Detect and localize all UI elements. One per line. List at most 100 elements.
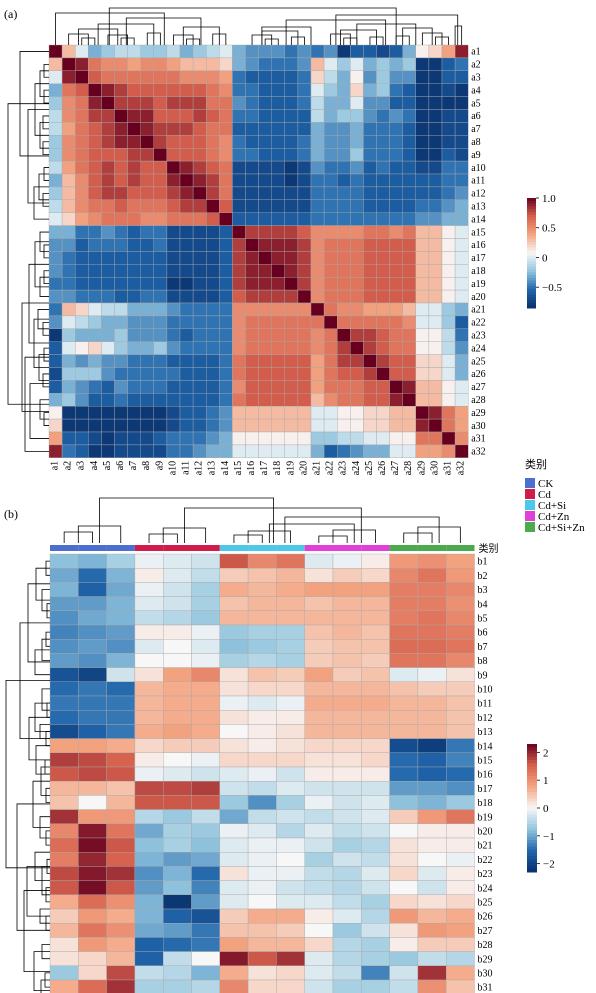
heatmap-a-row-label: a11 [471,176,485,187]
heatmap-a-cell [166,367,181,381]
heatmap-a-cell [271,302,286,317]
heatmap-b-cell [361,951,390,966]
heatmap-a-row-label: a30 [471,421,485,432]
heatmap-a-cell [140,418,154,433]
heatmap-a-cell [350,225,364,239]
heatmap-a-cell [61,173,76,188]
panel-b-label: (b) [4,507,18,521]
heatmap-a-cell [114,406,128,420]
heatmap-b-cell [361,823,390,839]
heatmap-a-cell [245,418,259,433]
heatmap-a-cell [140,173,154,188]
heatmap-b-cell [417,809,447,824]
heatmap-a-cell [74,83,89,97]
heatmap-a-cell [337,199,351,213]
heatmap-a-cell [166,418,181,433]
heatmap-a-row-label: a2 [471,60,480,71]
heatmap-a-cell [310,199,325,213]
heatmap-a-cell [114,96,128,110]
heatmap-a-cell [350,186,364,200]
heatmap-a-cell [323,328,338,342]
heatmap-b-cell [389,710,419,725]
heatmap-a-cell [323,393,338,407]
heatmap-b-cell [446,880,475,895]
heatmap-b-cell [78,766,107,782]
heatmap-a-cell [402,341,417,355]
heatmap-a-cell [179,264,194,278]
heatmap-a-cell [114,264,128,278]
heatmap-a-colorbar-segment [527,258,536,262]
heatmap-b-cell [304,866,334,881]
heatmap-a-cell [454,199,469,213]
heatmap-a-cell [74,57,89,72]
heatmap-b-group-annotation [219,545,249,551]
heatmap-a-cell [389,289,403,304]
heatmap-b-cell [49,837,79,853]
heatmap-a-cell [205,70,220,84]
heatmap-a-cell [61,393,76,407]
heatmap-a-cell [114,393,128,407]
heatmap-b-cell [106,596,136,611]
heatmap-a-cell [271,315,286,329]
heatmap-b-cell [219,624,249,640]
heatmap-b-cell [191,809,220,824]
heatmap-a-cell [232,380,246,394]
heatmap-a-cell [428,135,443,149]
heatmap-b-cell [134,582,164,597]
heatmap-a-cell [428,277,443,291]
heatmap-a-cell [127,83,141,97]
heatmap-a-cell [127,109,141,123]
heatmap-b-cell [134,553,164,569]
heatmap-b-cell [162,823,192,839]
heatmap-a-cell [232,70,246,84]
heatmap-a-cell [297,264,312,278]
heatmap-a-cell [337,406,351,420]
heatmap-a-cell [258,393,272,407]
heatmap-a-cell [127,147,141,162]
heatmap-b-colorbar-segment [527,856,537,860]
heatmap-a-cell [153,380,168,394]
heatmap-a-cell [454,122,469,136]
heatmap-a-cell [284,173,299,188]
heatmap-a-cell [192,70,207,84]
heatmap-a-cell [166,173,181,188]
heatmap-a-cell [153,238,168,252]
heatmap-a-cell [297,186,312,200]
heatmap-a-row-label: a24 [471,343,485,354]
heatmap-a-cell [284,135,299,149]
heatmap-a-colorbar-segment [527,217,536,221]
heatmap-b-cell [49,781,79,796]
heatmap-b-cell [106,695,136,711]
heatmap-a-col-label: a24 [351,461,362,475]
heatmap-b-row-label: b4 [478,599,488,610]
heatmap-a-cell [297,341,312,355]
heatmap-a-cell [88,212,102,226]
heatmap-a-cell [179,160,194,175]
heatmap-a-cell [441,96,456,110]
heatmap-a-cell [350,83,364,97]
heatmap-a-cell [337,238,351,252]
heatmap-a-cell [140,380,154,394]
heatmap-a-cell [350,431,364,446]
heatmap-b-cell [134,710,164,725]
heatmap-b-cell [276,596,305,611]
heatmap-b-cell [361,596,390,611]
heatmap-a-cell [297,70,312,84]
heatmap-a-col-label: a22 [325,461,336,475]
heatmap-a-cell [376,418,390,433]
heatmap-b-group-annotation [276,545,305,551]
heatmap-b-cell [304,852,334,867]
heatmap-a-cell [350,135,364,149]
heatmap-b-cell [191,766,220,782]
heatmap-a-cell [323,302,338,317]
heatmap-a-cell [258,70,272,84]
heatmap-a-cell [219,135,233,149]
heatmap-a-cell [101,302,115,317]
heatmap-a-cell [219,186,233,200]
heatmap-a-cell [323,225,338,239]
heatmap-b-cell [247,738,277,753]
heatmap-a-cell [441,380,456,394]
heatmap-b-cell [162,837,192,853]
heatmap-b-cell [106,781,136,796]
heatmap-a-cell [271,199,286,213]
